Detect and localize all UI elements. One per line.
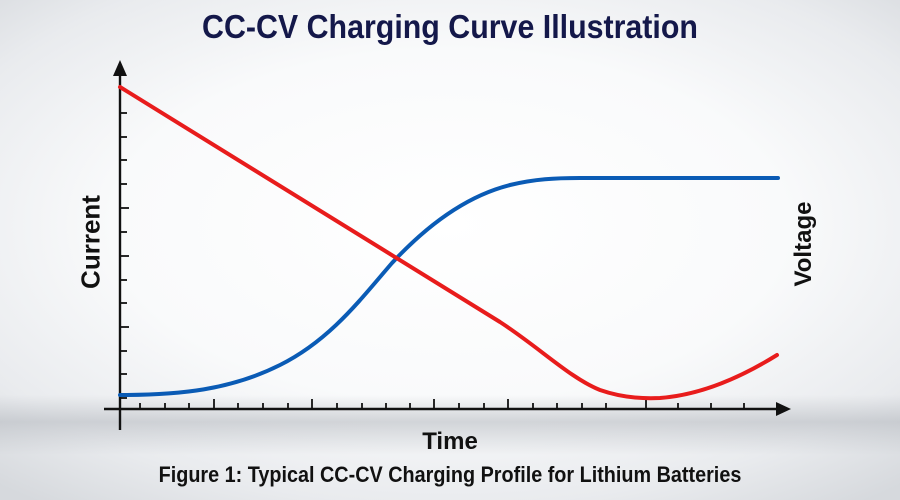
y-axis-label-voltage: Voltage — [790, 201, 817, 287]
x-axis-ticks — [139, 398, 778, 409]
x-axis-arrow-icon — [776, 402, 791, 416]
y-axis-label-current: Current — [75, 195, 106, 289]
y-axis-ticks — [120, 112, 129, 399]
x-axis — [104, 398, 791, 416]
x-axis-label-time: Time — [422, 428, 478, 455]
voltage-curve — [118, 176, 780, 397]
y-axis-arrow-icon — [113, 60, 127, 76]
current-curve — [118, 85, 779, 401]
y-axis — [113, 60, 129, 430]
figure-caption: Figure 1: Typical CC-CV Charging Profile… — [158, 462, 742, 487]
chart-title: CC-CV Charging Curve Illustration — [202, 8, 698, 45]
